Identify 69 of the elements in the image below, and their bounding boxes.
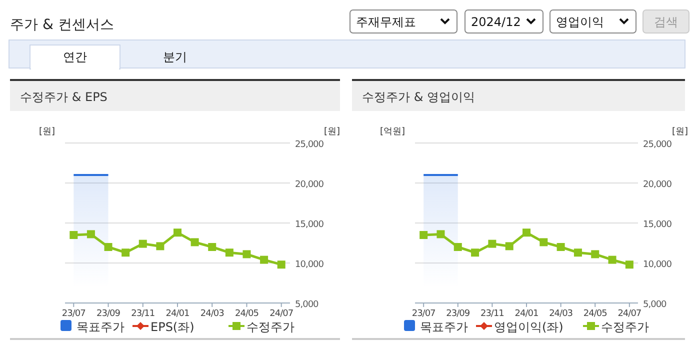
- chart-title: 수정주가 & 영업이익: [362, 90, 475, 104]
- x-tick-label: 23/11: [480, 309, 504, 319]
- legend-label: 목표주가: [76, 320, 124, 334]
- point: [104, 243, 112, 251]
- text: 영업이익: [556, 15, 604, 29]
- y2-axis-title: [원]: [324, 127, 340, 137]
- point: [70, 231, 78, 239]
- point: [420, 231, 428, 239]
- point: [454, 243, 462, 251]
- text: 2024/12: [471, 15, 521, 29]
- point: [556, 243, 565, 251]
- point: [574, 248, 582, 257]
- y2-tick-label: 10,000: [643, 260, 672, 270]
- y2-axis-title: [원]: [672, 127, 688, 137]
- point: [208, 243, 216, 251]
- y2-tick-label: 15,000: [295, 220, 324, 230]
- y2-tick-label: 10,000: [295, 260, 324, 270]
- x-tick-label: 23/09: [96, 309, 121, 319]
- text: 연간: [63, 50, 87, 64]
- x-tick-label: 23/07: [412, 309, 436, 319]
- x-tick-label: 24/07: [270, 309, 294, 319]
- point: [174, 228, 182, 237]
- legend-label: EPS(좌): [150, 320, 194, 334]
- text: 주가 & 컨센서스: [10, 17, 114, 33]
- point: [505, 242, 514, 250]
- x-tick-label: 24/05: [235, 309, 258, 319]
- x-tick-label: 24/03: [549, 309, 573, 319]
- x-tick-label: 23/11: [131, 309, 155, 319]
- x-tick-label: 24/01: [514, 309, 538, 319]
- y2-tick-label: 25,000: [295, 140, 324, 150]
- legend-label: 영업이익(좌): [494, 320, 564, 334]
- y2-tick-label: 5,000: [643, 300, 668, 310]
- y2-tick-label: 15,000: [643, 220, 672, 230]
- point: [138, 240, 147, 248]
- text: 분기: [163, 50, 187, 64]
- point: [260, 256, 268, 264]
- point: [625, 260, 634, 269]
- chart-title: 수정주가 & EPS: [20, 90, 108, 104]
- y2-tick-label: 5,000: [295, 300, 320, 310]
- point: [86, 230, 95, 238]
- legend-label: 수정주가: [246, 320, 294, 334]
- x-tick-label: 24/07: [618, 309, 642, 319]
- x-tick-label: 23/07: [62, 309, 86, 319]
- x-tick-label: 24/03: [200, 309, 224, 319]
- x-tick-label: 24/01: [166, 309, 190, 319]
- y2-tick-label: 25,000: [643, 140, 672, 150]
- point: [156, 242, 164, 250]
- point: [190, 238, 199, 246]
- point: [471, 248, 480, 257]
- y-axis-title: [원]: [38, 127, 55, 137]
- point: [522, 228, 530, 237]
- point: [225, 248, 234, 257]
- point: [608, 256, 616, 264]
- point: [277, 260, 286, 269]
- point: [540, 238, 548, 246]
- point: [591, 250, 600, 258]
- text: 검색: [654, 15, 678, 29]
- point: [436, 230, 445, 238]
- legend-label: 수정주가: [601, 320, 649, 334]
- point: [488, 240, 496, 248]
- point: [122, 248, 130, 257]
- point: [242, 250, 251, 258]
- legend-label: 목표주가: [420, 320, 468, 334]
- y-axis-title: [억원]: [380, 127, 405, 137]
- text: 주재무제표: [356, 15, 416, 29]
- x-tick-label: 24/05: [583, 309, 607, 319]
- y2-tick-label: 20,000: [643, 180, 672, 190]
- x-tick-label: 23/09: [446, 309, 470, 319]
- y2-tick-label: 20,000: [295, 180, 324, 190]
